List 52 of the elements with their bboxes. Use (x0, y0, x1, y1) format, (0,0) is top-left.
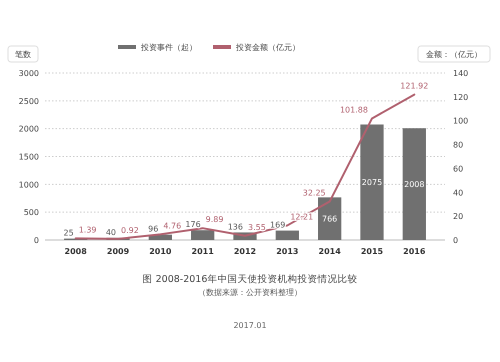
data-label: 1.39 (78, 225, 96, 234)
data-label: 136 (228, 222, 243, 232)
data-label: 4.76 (163, 221, 182, 230)
y-tick-label: 1000 (18, 180, 39, 190)
bar (360, 124, 384, 240)
data-label: 2075 (362, 178, 382, 188)
y-tick-label: 1500 (18, 152, 39, 162)
x-tick-label: 2015 (360, 247, 384, 256)
y2-tick-label: 100 (453, 116, 468, 126)
data-label: 40 (106, 228, 116, 237)
data-label: 32.25 (302, 188, 326, 198)
y2-tick-label: 20 (453, 212, 464, 222)
bar (276, 230, 299, 240)
y2-tick-label: 140 (453, 69, 468, 78)
x-tick-label: 2013 (276, 247, 298, 256)
y-tick-label: 2000 (18, 124, 39, 134)
x-tick-label: 2008 (64, 247, 88, 256)
data-label: 121.92 (400, 82, 428, 91)
data-label: 3.55 (248, 222, 266, 232)
y-tick-label: 0 (34, 236, 39, 245)
x-tick-label: 2014 (318, 247, 342, 256)
data-label: 9.89 (206, 215, 224, 224)
x-tick-label: 2010 (149, 247, 172, 256)
y-tick-label: 3000 (18, 69, 39, 78)
y-tick-label: 2500 (18, 96, 39, 106)
y2-tick-label: 120 (453, 92, 468, 102)
y2-tick-label: 80 (453, 140, 464, 150)
legend-label: 投资金额（亿元） (235, 43, 300, 52)
y2-tick-label: 60 (453, 164, 464, 174)
text: （数据来源：公开资料整理） (198, 288, 302, 297)
data-label: 25 (64, 228, 74, 238)
data-label: 96 (148, 224, 158, 234)
legend-label: 投资事件（起） (140, 43, 197, 52)
y2-axis-title: 金额：（亿元） (426, 50, 482, 59)
bar (318, 197, 342, 240)
text: 2017.01 (233, 321, 267, 330)
x-tick-label: 2009 (106, 247, 130, 256)
y-axis-title: 笔数 (15, 50, 31, 59)
x-tick-label: 2011 (192, 247, 214, 256)
bar (191, 230, 214, 240)
y-tick-label: 500 (24, 208, 39, 218)
data-label: 0.92 (121, 226, 139, 235)
data-label: 2008 (404, 180, 424, 190)
data-label: 176 (185, 220, 201, 230)
bar (402, 128, 426, 240)
y2-tick-label: 0 (453, 236, 458, 245)
data-label: 766 (322, 214, 338, 224)
text: 图 2008-2016年中国天使投资机构投资情况比较 (142, 273, 358, 285)
y2-tick-label: 40 (453, 188, 464, 198)
x-tick-label: 2012 (234, 247, 256, 256)
x-tick-label: 2016 (403, 247, 426, 256)
data-label: 101.88 (340, 105, 368, 114)
